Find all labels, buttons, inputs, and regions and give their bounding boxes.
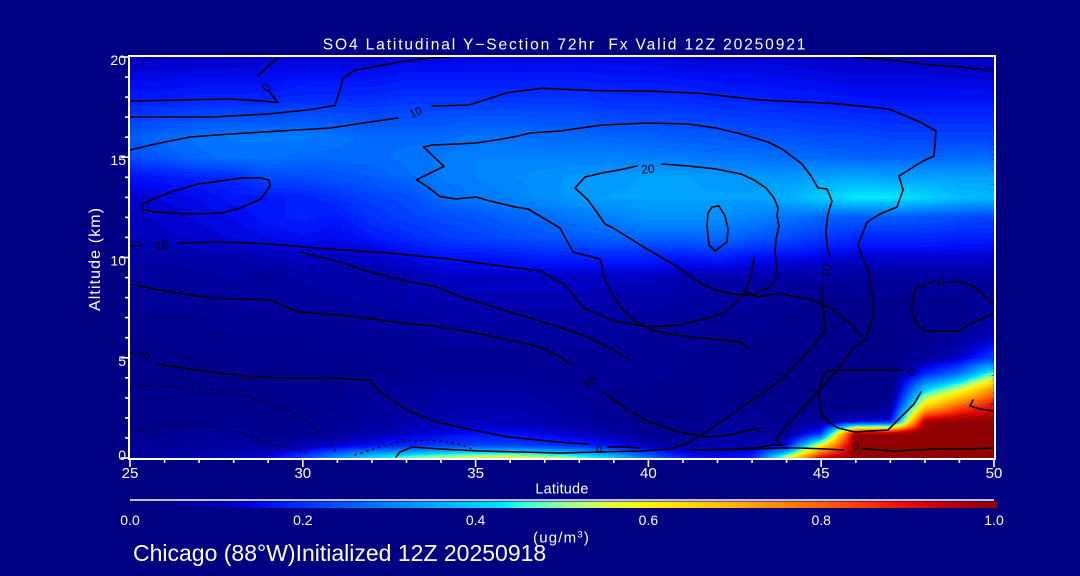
svg-text:0.2: 0.2 [293, 512, 313, 528]
svg-text:Chicago (88°W)Initialized 12Z: Chicago (88°W)Initialized 12Z 20250918 [133, 540, 546, 566]
svg-text:0.6: 0.6 [639, 512, 659, 528]
svg-text:Altitude (km): Altitude (km) [87, 207, 104, 311]
svg-text:Latitude: Latitude [535, 482, 588, 498]
svg-text:10: 10 [154, 237, 170, 253]
svg-text:20: 20 [641, 162, 656, 177]
svg-text:50: 50 [986, 465, 1003, 482]
svg-text:40: 40 [640, 465, 657, 482]
svg-text:10: 10 [817, 262, 835, 279]
svg-text:10: 10 [110, 253, 126, 269]
svg-text:0: 0 [907, 366, 918, 379]
svg-text:20: 20 [110, 52, 126, 68]
svg-text:45: 45 [813, 465, 830, 482]
svg-text:35: 35 [467, 465, 484, 482]
svg-text:5: 5 [118, 353, 126, 369]
svg-text:SO4 Latitudinal Y−Section 72hr: SO4 Latitudinal Y−Section 72hr Fx Valid … [323, 37, 808, 54]
svg-text:0: 0 [853, 441, 859, 453]
svg-text:0.8: 0.8 [811, 512, 831, 528]
svg-text:0: 0 [118, 447, 126, 463]
svg-text:0.4: 0.4 [466, 512, 486, 528]
svg-text:1.0: 1.0 [984, 512, 1004, 528]
svg-text:0: 0 [936, 275, 945, 288]
svg-text:30: 30 [294, 465, 311, 482]
svg-text:(ug/m3): (ug/m3) [533, 530, 590, 547]
svg-text:15: 15 [110, 152, 126, 168]
svg-text:25: 25 [122, 465, 139, 482]
svg-text:0: 0 [596, 444, 602, 456]
svg-text:0.0: 0.0 [120, 512, 140, 528]
svg-text:10: 10 [408, 105, 424, 121]
